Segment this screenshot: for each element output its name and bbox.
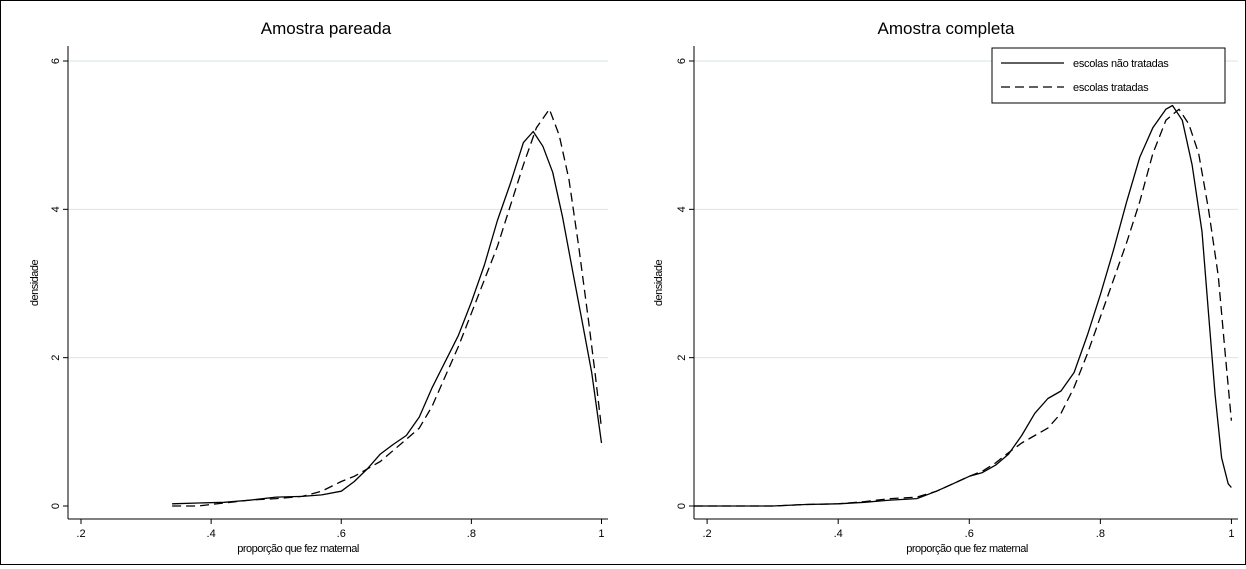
x-tick-label: .8	[467, 528, 476, 540]
panel-title: Amostra pareada	[261, 19, 392, 38]
series-line-tratadas	[172, 108, 603, 507]
plot-area: 0 2 4 6 .2 .4 .6 .8 1	[50, 46, 608, 540]
legend-label: escolas não tratadas	[1073, 58, 1169, 70]
series-line-tratadas	[694, 108, 1233, 507]
y-tick-label: 0	[50, 503, 62, 509]
y-tick-label: 6	[50, 58, 62, 64]
y-tick-label: 0	[676, 503, 688, 509]
x-axis-label: proporção que fez maternal	[237, 543, 359, 555]
panel-title: Amostra completa	[878, 19, 1016, 38]
series-line-nao-tratadas	[694, 104, 1232, 507]
x-tick-label: .4	[834, 528, 843, 540]
x-axis-label: proporção que fez maternal	[906, 543, 1028, 555]
x-tick-label: .2	[76, 528, 85, 540]
x-tick-label: 1	[1228, 528, 1234, 540]
x-tick-label: 1	[598, 528, 604, 540]
x-tick-label: .4	[207, 528, 216, 540]
legend-box	[991, 47, 1226, 104]
x-tick-label: .6	[337, 528, 346, 540]
legend: escolas não tratadas escolas tratadas	[991, 47, 1226, 104]
x-tick-label: .2	[703, 528, 712, 540]
y-tick-label: 4	[676, 206, 688, 212]
y-tick-label: 2	[676, 355, 688, 361]
y-tick-label: 6	[676, 58, 688, 64]
y-axis-label: densidade	[29, 259, 41, 306]
panel-amostra-pareada: Amostra pareada densidade proporção que …	[29, 19, 608, 555]
y-tick-label: 2	[50, 355, 62, 361]
plot-area: 0 2 4 6 .2 .4 .6 .8 1	[676, 46, 1238, 540]
legend-label: escolas tratadas	[1073, 82, 1149, 94]
panel-amostra-completa: Amostra completa densidade proporção que…	[653, 19, 1238, 555]
x-tick-label: .6	[965, 528, 974, 540]
y-axis-label: densidade	[653, 259, 665, 306]
x-tick-label: .8	[1096, 528, 1105, 540]
y-tick-label: 4	[50, 206, 62, 212]
series-line-nao-tratadas	[172, 130, 603, 505]
